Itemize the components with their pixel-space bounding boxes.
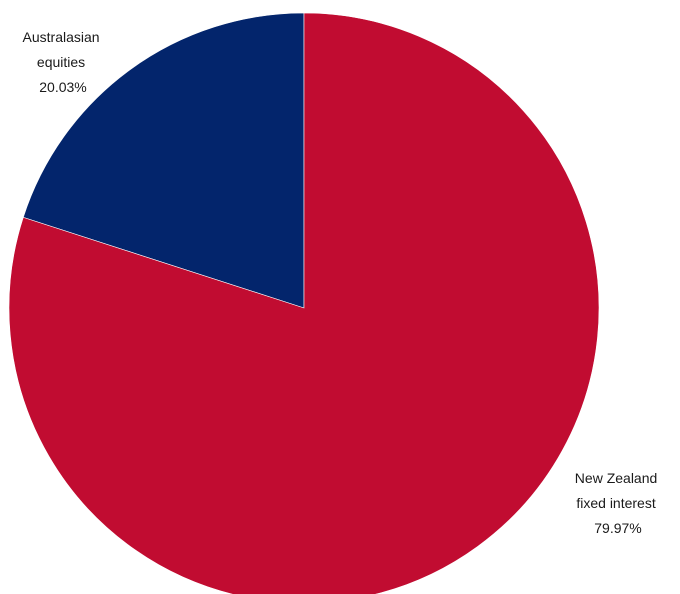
label-nz-fixed-interest-value: 79.97% [594, 520, 641, 536]
label-australasian-equities-value: 20.03% [39, 79, 86, 95]
label-australasian-equities-line1: Australasian [23, 29, 100, 45]
label-nz-fixed-interest-line1: New Zealand [575, 470, 658, 486]
pie-slices [8, 12, 600, 594]
label-new-zealand-fixed-interest: New Zealand fixed interest 79.97% [575, 470, 661, 536]
slice-australasian-equities [22, 12, 305, 309]
slice-new-zealand-fixed-interest [8, 12, 600, 594]
label-australasian-equities-line2: equities [37, 54, 85, 70]
label-nz-fixed-interest-line2: fixed interest [576, 495, 655, 511]
label-australasian-equities: Australasian equities 20.03% [23, 29, 104, 95]
